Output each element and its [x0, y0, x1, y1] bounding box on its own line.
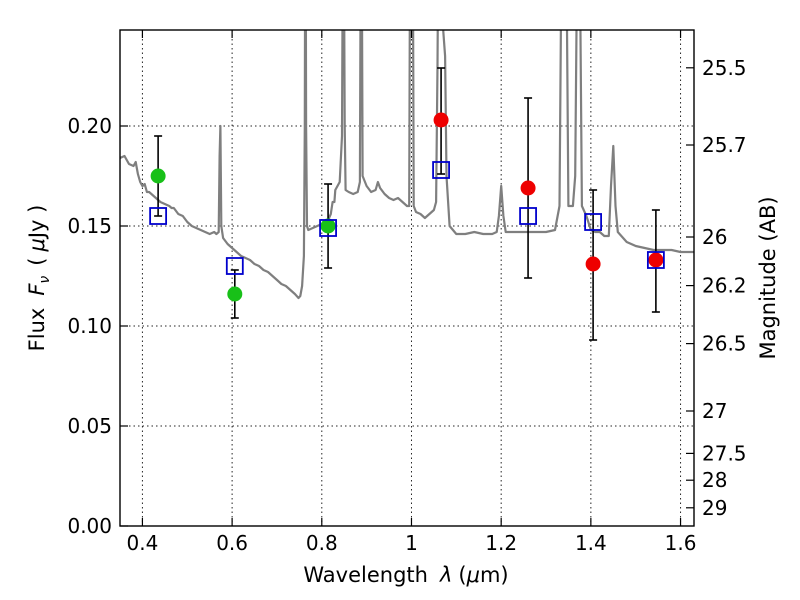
- grid-lines: [120, 30, 694, 526]
- x-tick-label: 0.4: [127, 531, 159, 555]
- x-tick-label: 0.8: [306, 531, 338, 555]
- observed-nir-point: [648, 252, 664, 268]
- x-tick-label: 1.4: [575, 531, 607, 555]
- plot-frame: [119, 29, 695, 527]
- y-tick-label: 0.05: [67, 414, 112, 438]
- magnitude-tick-label: 29: [702, 496, 727, 520]
- x-tick-label: 1.6: [665, 531, 697, 555]
- model-band-flux-point: [432, 161, 450, 179]
- model-band-flux-point: [149, 207, 168, 225]
- model-spectrum: [120, 30, 694, 300]
- magnitude-tick-label: 25.7: [702, 133, 747, 157]
- magnitude-tick-label: 28: [702, 468, 727, 492]
- observed-nir-point: [433, 112, 449, 128]
- model-spectrum-line: [120, 30, 694, 300]
- y-axis-label: FluxFν(μJy ): [25, 205, 53, 352]
- model-band-flux-point: [646, 251, 665, 269]
- y-tick-label: 0.15: [67, 214, 112, 238]
- x-tick-label: 0.6: [216, 531, 248, 555]
- x-axis-label: Wavelength λ (μm): [303, 563, 508, 587]
- magnitude-axis-ticks: 25.5 25.7 26 26.2 26.5 27 27.5 28 29: [686, 56, 747, 520]
- data-markers: [149, 112, 665, 302]
- magnitude-tick-label: 26.5: [702, 332, 747, 356]
- magnitude-axis-label: Magnitude (AB): [756, 196, 780, 359]
- magnitude-tick-label: 26.2: [702, 274, 747, 298]
- observed-optical-point: [320, 218, 336, 234]
- x-tick-label: 1.2: [485, 531, 517, 555]
- x-tick-label: 1: [405, 531, 418, 555]
- y-axis-ticks: 0.00 0.05 0.10 0.15 0.20: [67, 114, 128, 538]
- y-tick-label: 0.10: [67, 314, 112, 338]
- magnitude-tick-label: 26: [702, 225, 727, 249]
- model-band-flux-point: [584, 213, 603, 231]
- magnitude-tick-label: 27: [702, 399, 727, 423]
- model-band-flux-point: [225, 257, 244, 275]
- observed-optical-point: [150, 168, 166, 184]
- observed-nir-point: [520, 180, 536, 196]
- magnitude-tick-label: 25.5: [702, 56, 747, 80]
- y-tick-label: 0.00: [67, 514, 112, 538]
- magnitude-tick-label: 27.5: [702, 441, 747, 465]
- x-axis-ticks: 0.4 0.6 0.8 1 1.2 1.4 1.6: [127, 30, 697, 555]
- observed-nir-point: [585, 256, 601, 272]
- observed-optical-point: [227, 286, 243, 302]
- model-band-flux-point: [519, 207, 537, 225]
- model-band-flux-point: [319, 219, 337, 237]
- y-tick-label: 0.20: [67, 114, 112, 138]
